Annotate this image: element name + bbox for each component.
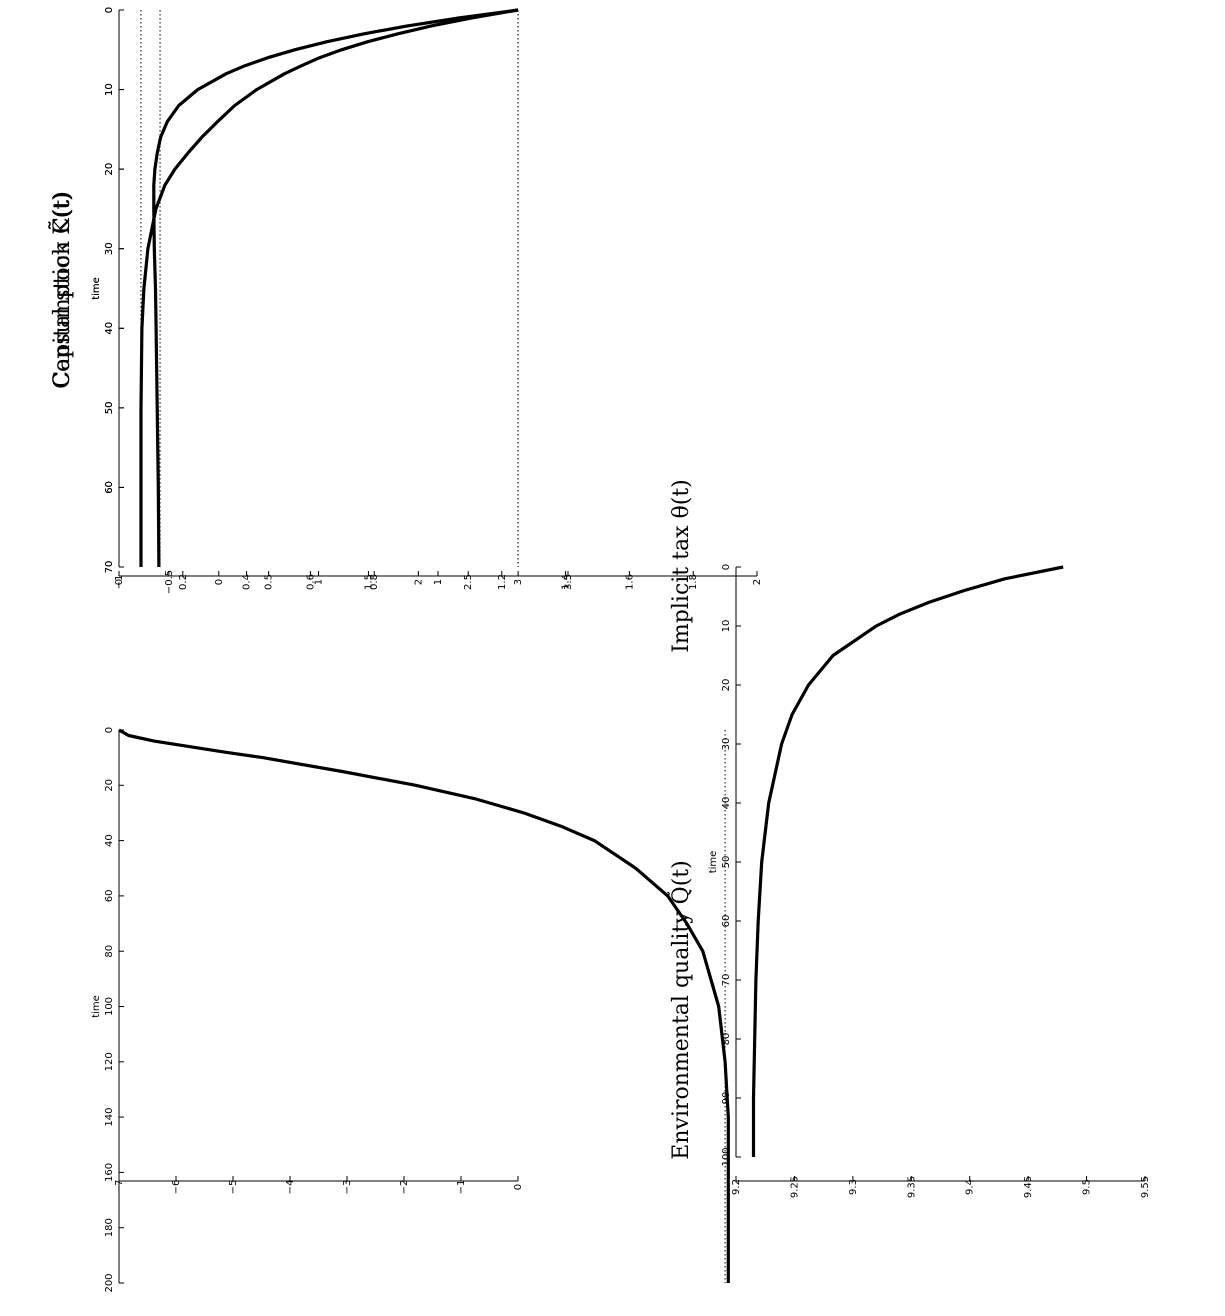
x-tick-label: 70 [104,561,115,574]
series-line [152,8,519,568]
y-tick-label: −2 [399,1180,410,1195]
y-tick-label: 1 [433,579,444,585]
x-tick-label: 160 [104,1163,115,1182]
y-tick-label: 9.5 [1082,1179,1093,1195]
x-tick-label: 10 [721,620,732,633]
y-tick-label: 9.25 [789,1176,800,1198]
chart-title: Consumption C̃(t) [49,191,75,389]
x-tick-label: 180 [104,1218,115,1237]
x-tick-label: 20 [104,779,115,792]
x-tick-label: 40 [104,834,115,847]
y-tick-label: 9.2 [731,1179,742,1195]
x-tick-label: 50 [104,401,115,414]
series-line [751,565,1064,1157]
x-tick-label: 40 [721,797,732,810]
x-tick-label: 30 [104,242,115,255]
x-tick-label: 100 [104,997,115,1016]
x-tick-label: 10 [104,83,115,96]
x-tick-label: 0 [104,727,115,733]
x-tick-label: 30 [104,242,115,255]
y-tick-label: −1 [114,575,125,590]
x-tick-label: 30 [721,738,732,751]
x-tick-label: 40 [104,322,115,335]
y-tick-label: 0.8 [369,574,380,590]
y-tick-label: 9.45 [1023,1176,1034,1198]
x-tick-label: 20 [104,163,115,176]
chart-title: Implicit tax θ(t) [669,479,694,653]
y-tick-label: −6 [171,1180,182,1195]
x-tick-label: 120 [104,1052,115,1071]
y-tick-label: 0.5 [264,574,275,590]
x-tick-label: 20 [721,679,732,692]
x-tick-label: 50 [104,401,115,414]
x-tick-label: 60 [104,481,115,494]
x-axis-label: time [91,277,102,300]
y-tick-label: 1 [314,579,325,585]
x-tick-label: 100 [721,1147,732,1166]
y-tick-label: 1.4 [561,574,572,590]
x-tick-label: 10 [104,83,115,96]
capital-stock-panel: −7 −6 −5 −4 −3 −2 −1 0010203040506070timeCapita… [49,7,524,1195]
x-tick-label: 40 [104,322,115,335]
x-tick-label: 70 [721,974,732,987]
y-tick-label: 0.2 [178,574,189,590]
y-tick-label: 9.3 [848,1179,859,1195]
y-tick-label: 9.55 [1140,1176,1151,1198]
y-tick-label: 0 [214,579,225,585]
y-tick-label: 0 [513,1184,524,1190]
x-axis-label: time [91,277,102,300]
y-tick-label: 0.6 [305,574,316,590]
x-tick-label: 20 [104,163,115,176]
y-tick-label: −3 [342,1180,353,1195]
x-tick-label: 0 [721,564,732,570]
y-tick-label: 1.2 [497,574,508,590]
y-tick-label: 1.5 [363,574,374,590]
x-tick-label: 60 [721,915,732,928]
x-tick-label: 90 [721,1092,732,1105]
x-axis-label: time [708,851,719,874]
x-tick-label: 80 [721,1033,732,1046]
x-tick-label: 80 [104,945,115,958]
y-tick-label: −5 [228,1180,239,1195]
series-line [118,728,730,1283]
y-tick-label: −4 [285,1180,296,1195]
x-tick-label: 0 [104,7,115,13]
x-tick-label: 50 [721,856,732,869]
environmental-quality-panel: 0 0.2 0.4 0.6 0.8 1 1.2 1.4 1.6 1.8 20204060801001… [91,571,763,1293]
y-tick-label: 1.6 [624,574,635,590]
x-tick-label: 140 [104,1108,115,1127]
chart-title: Capital stock K̃(t) [49,192,75,388]
y-tick-label: −0.5 [164,570,175,594]
y-tick-label: 2 [752,579,763,585]
series-line [139,8,519,567]
y-tick-label: 3 [513,579,524,585]
y-tick-label: 1.8 [688,574,699,590]
x-tick-label: 200 [104,1273,115,1292]
chart-title: Environmental quality Q̃(t) [668,860,694,1159]
x-tick-label: 70 [104,561,115,574]
y-tick-label: 2.5 [463,574,474,590]
y-tick-label: 3.5 [563,574,574,590]
implicit-tax-panel: 9.2 9.25 9.3 9.35 9.4 9.45 9.5 9.55 0 10 20 30 40 50 6… [669,479,1151,1198]
x-tick-label: 60 [104,481,115,494]
y-tick-label: 0.4 [242,574,253,590]
y-tick-label: 9.4 [965,1179,976,1195]
consumption-panel: −1 −0.5 0 0.5 1 1.5 2 2.5 3 3.5010203040506070tim… [49,7,574,594]
y-tick-label: 2 [413,579,424,585]
x-tick-label: 60 [104,890,115,903]
y-tick-label: 0 [114,579,125,585]
y-tick-label: −1 [456,1180,467,1195]
x-tick-label: 0 [104,7,115,13]
x-axis-label: time [91,995,102,1018]
y-tick-label: 9.35 [906,1176,917,1198]
